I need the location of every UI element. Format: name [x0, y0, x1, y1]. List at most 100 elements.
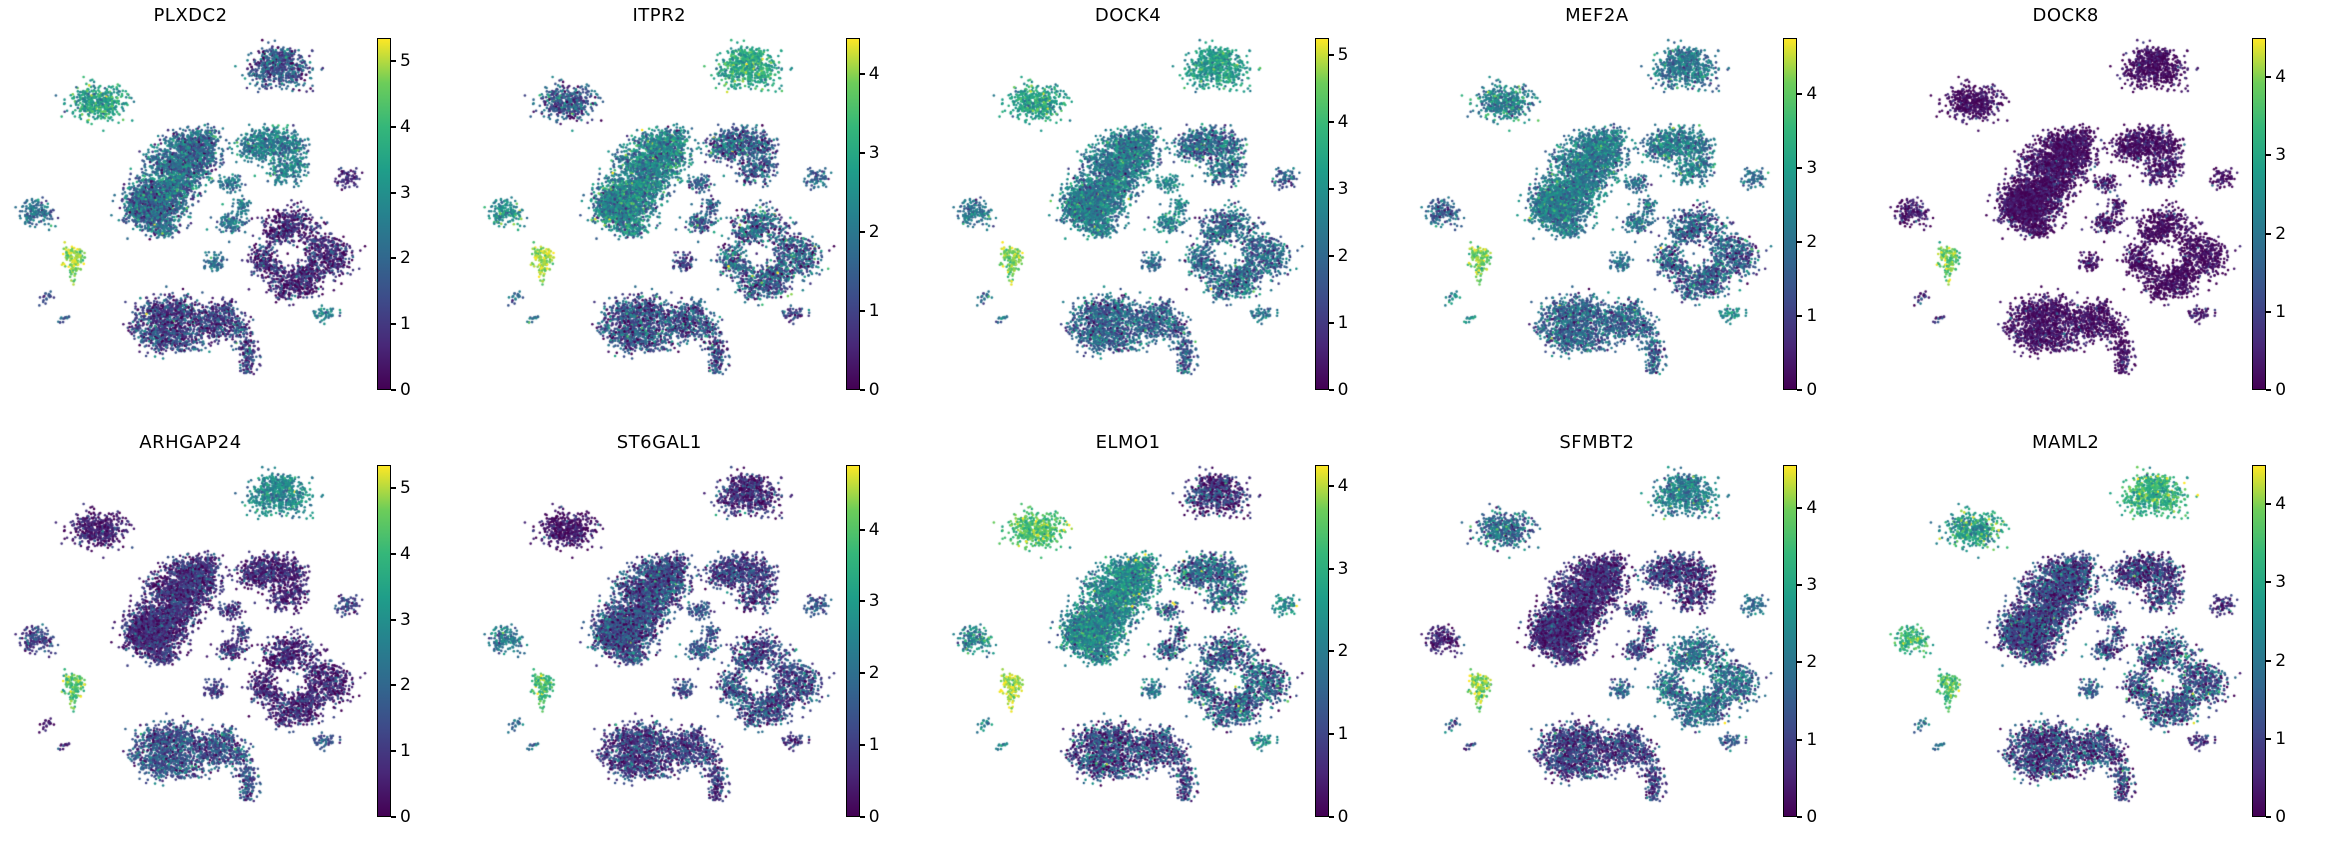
panel-arhgap24: ARHGAP24 0 1 2 3 4 5: [0, 427, 469, 854]
colorbar-tick: [2266, 76, 2272, 79]
colorbar-tick: [391, 487, 396, 490]
colorbar-tick: [1328, 53, 1334, 56]
colorbar-tick-label: 1: [2275, 728, 2287, 749]
colorbar-tick: [1328, 321, 1334, 324]
colorbar: [1314, 38, 1329, 390]
colorbar-tick: [2266, 389, 2272, 391]
colorbar-tick: [391, 389, 396, 391]
colorbar-tick-label: 4: [2275, 67, 2287, 88]
colorbar-tick-label: 1: [400, 314, 411, 335]
colorbar-tick: [859, 600, 865, 603]
umap-scatter-canvas: [1875, 427, 2344, 854]
colorbar-tick-label: 1: [400, 741, 411, 762]
colorbar: [377, 38, 391, 390]
colorbar-tick: [2266, 816, 2272, 818]
colorbar-tick: [1797, 314, 1803, 317]
panel-title: DOCK4: [1094, 5, 1162, 26]
colorbar-tick: [391, 323, 396, 326]
colorbar-tick: [859, 309, 865, 312]
colorbar-tick-label: 0: [1337, 807, 1349, 827]
colorbar-tick-label: 2: [1806, 231, 1818, 252]
colorbar-tick-label: 4: [1337, 475, 1349, 496]
colorbar-tick-label: 2: [868, 221, 880, 242]
umap-scatter-canvas: [937, 427, 1407, 854]
colorbar-tick: [2266, 310, 2272, 313]
colorbar: [1783, 465, 1798, 817]
colorbar-tick: [1797, 816, 1803, 818]
colorbar: [2252, 38, 2267, 390]
colorbar-tick: [2266, 503, 2272, 506]
colorbar-tick-label: 0: [1806, 807, 1818, 827]
colorbar-tick: [1328, 187, 1334, 190]
colorbar-tick: [1797, 240, 1803, 243]
colorbar-tick-label: 3: [400, 182, 411, 203]
umap-scatter-canvas: [468, 427, 938, 854]
panel-title: ELMO1: [1095, 432, 1161, 453]
colorbar-tick: [1797, 506, 1803, 509]
umap-scatter-canvas: [1406, 0, 1876, 427]
umap-scatter-canvas: [0, 0, 469, 427]
panel-title: ST6GAL1: [616, 432, 702, 453]
panel-title: PLXDC2: [153, 5, 228, 26]
colorbar-tick-label: 3: [868, 142, 880, 163]
colorbar-tick-label: 0: [868, 807, 880, 827]
colorbar-tick: [391, 750, 396, 753]
colorbar-tick-label: 3: [2275, 145, 2287, 166]
panel-title: ARHGAP24: [139, 432, 242, 453]
colorbar-tick: [1328, 816, 1334, 818]
colorbar-tick-label: 0: [1337, 380, 1349, 400]
colorbar-tick-label: 2: [1337, 641, 1349, 662]
colorbar-tick: [1797, 738, 1803, 741]
colorbar-tick-label: 0: [400, 807, 411, 827]
colorbar-tick-label: 2: [868, 663, 880, 684]
colorbar-tick: [1328, 389, 1334, 391]
colorbar-tick: [1328, 650, 1334, 653]
colorbar-tick: [2266, 737, 2272, 740]
umap-scatter-canvas: [468, 0, 938, 427]
colorbar-tick: [859, 151, 865, 154]
panel-plxdc2: PLXDC2 0 1 2 3 4 5: [0, 0, 469, 427]
panel-mef2a: MEF2A 0 1 2 3 4: [1406, 0, 1876, 427]
panel-itpr2: ITPR2 0 1 2 3 4: [468, 0, 938, 427]
colorbar-tick-label: 4: [400, 543, 411, 564]
colorbar-tick-label: 4: [400, 116, 411, 137]
colorbar-tick: [1328, 254, 1334, 257]
colorbar-tick-label: 2: [1806, 652, 1818, 673]
colorbar-tick-label: 2: [2275, 223, 2287, 244]
colorbar-tick: [391, 816, 396, 818]
colorbar-tick: [2266, 232, 2272, 235]
colorbar-tick-label: 2: [1337, 245, 1349, 266]
colorbar-tick-label: 1: [1806, 305, 1818, 326]
colorbar-tick-label: 0: [868, 380, 880, 400]
panel-title: MAML2: [2032, 432, 2100, 453]
umap-scatter-canvas: [0, 427, 469, 854]
colorbar: [1783, 38, 1798, 390]
panel-elmo1: ELMO1 0 1 2 3 4: [937, 427, 1407, 854]
colorbar-tick: [391, 60, 396, 63]
colorbar-tick-label: 0: [400, 380, 411, 400]
colorbar-tick: [1797, 583, 1803, 586]
colorbar-tick-label: 4: [1806, 497, 1818, 518]
panel-title: ITPR2: [632, 5, 687, 26]
panel-maml2: MAML2 0 1 2 3 4: [1875, 427, 2344, 854]
colorbar-tick: [1797, 389, 1803, 391]
panel-sfmbt2: SFMBT2 0 1 2 3 4: [1406, 427, 1876, 854]
colorbar-tick-label: 3: [1337, 558, 1349, 579]
colorbar-tick-label: 5: [400, 51, 411, 72]
colorbar-tick: [1328, 733, 1334, 736]
colorbar-tick-label: 3: [868, 591, 880, 612]
panel-dock8: DOCK8 0 1 2 3 4: [1875, 0, 2344, 427]
colorbar-tick-label: 1: [868, 735, 880, 756]
colorbar-tick: [391, 552, 396, 555]
colorbar-tick: [1328, 567, 1334, 570]
colorbar-tick-label: 5: [1337, 44, 1349, 65]
colorbar-tick: [391, 618, 396, 621]
colorbar: [377, 465, 391, 817]
colorbar-tick-label: 4: [868, 63, 880, 84]
umap-scatter-canvas: [1875, 0, 2344, 427]
colorbar-tick-label: 4: [1337, 111, 1349, 132]
umap-scatter-canvas: [1406, 427, 1876, 854]
colorbar-tick: [1328, 120, 1334, 123]
colorbar: [845, 465, 860, 817]
colorbar-tick: [2266, 659, 2272, 662]
